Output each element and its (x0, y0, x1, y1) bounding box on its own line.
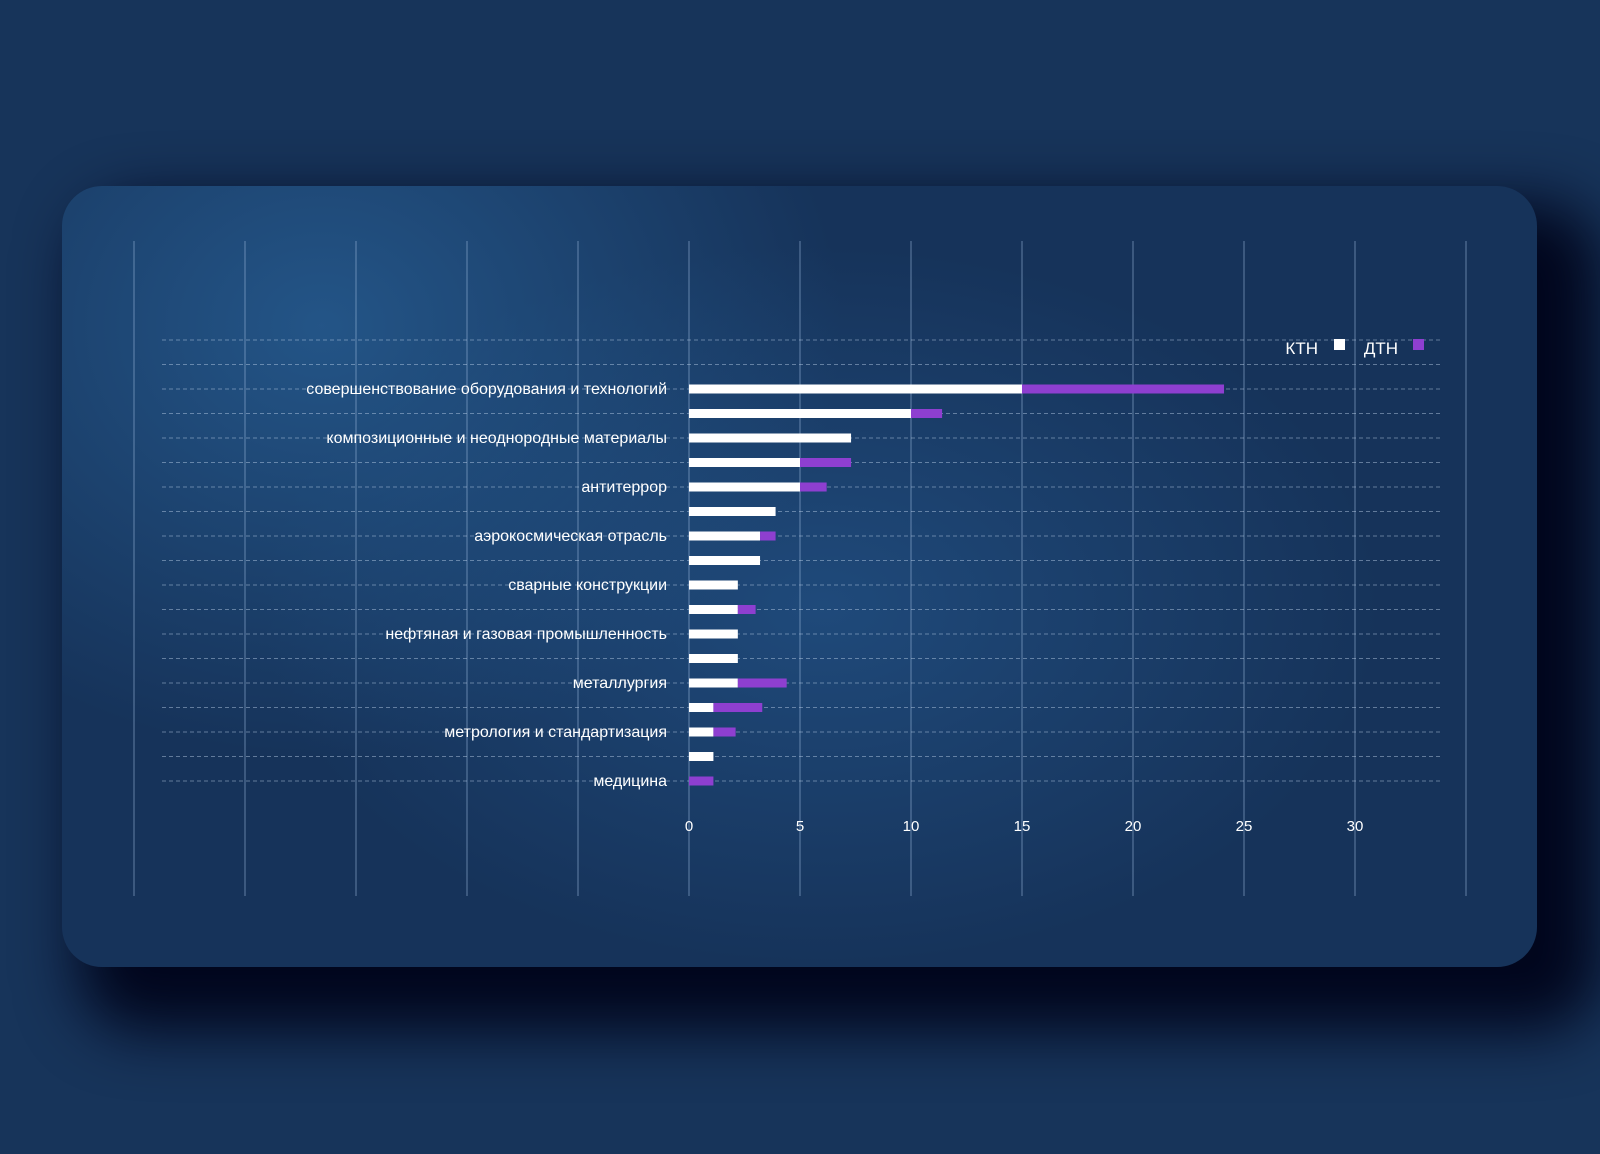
bar-dth (800, 482, 827, 492)
legend-label-kth: КТН (1285, 339, 1318, 358)
bar-kth (689, 384, 1022, 394)
category-label: нефтяная и газовая промышленность (385, 626, 667, 643)
bar-dth (911, 409, 943, 418)
chart: совершенствование оборудования и техноло… (133, 241, 1467, 896)
bar-kth (689, 409, 911, 418)
bar-kth (689, 580, 738, 590)
bar-dth (800, 458, 852, 467)
bars (689, 384, 1225, 786)
category-label: метрология и стандартизация (444, 724, 667, 741)
category-label: антитеррор (581, 479, 667, 496)
horizontal-gridlines (162, 339, 1442, 782)
bar-kth (689, 531, 761, 541)
x-tick-label: 25 (1236, 818, 1253, 835)
category-label: композиционные и неоднородные материалы (326, 430, 667, 447)
category-label: сварные конструкции (508, 577, 667, 594)
bar-kth (689, 507, 776, 516)
bar-dth (1022, 384, 1225, 394)
x-tick-label: 5 (796, 818, 804, 835)
bar-dth (737, 678, 787, 688)
bar-kth (689, 433, 852, 443)
bar-kth (689, 727, 714, 737)
bar-dth (713, 703, 763, 712)
legend: КТН ДТН (1285, 339, 1424, 358)
chart-card: совершенствование оборудования и техноло… (62, 186, 1537, 967)
bar-kth (689, 678, 738, 688)
bar-kth (689, 458, 800, 467)
bar-kth (689, 482, 800, 492)
legend-swatch-kth (1334, 339, 1345, 350)
category-label: медицина (593, 773, 667, 790)
category-label: аэрокосмическая отрасль (474, 528, 667, 545)
category-labels: совершенствование оборудования и техноло… (306, 381, 667, 790)
bar-kth (689, 556, 761, 565)
bar-dth (737, 605, 756, 614)
x-tick-label: 0 (685, 818, 693, 835)
legend-label-dth: ДТН (1364, 339, 1398, 358)
bar-kth (689, 605, 738, 614)
bar-dth (689, 776, 714, 786)
bar-kth (689, 752, 714, 761)
legend-swatch-dth (1413, 339, 1424, 350)
bar-dth (713, 727, 736, 737)
x-tick-label: 20 (1125, 818, 1142, 835)
x-tick-label: 10 (903, 818, 920, 835)
bar-kth (689, 629, 738, 639)
vertical-gridlines (133, 241, 1467, 896)
bar-kth (689, 654, 738, 663)
x-tick-label: 15 (1014, 818, 1031, 835)
x-tick-label: 30 (1347, 818, 1364, 835)
bar-kth (689, 703, 714, 712)
category-label: металлургия (573, 675, 667, 692)
bar-dth (760, 531, 776, 541)
x-tick-labels: 0 5 10 15 20 25 30 (685, 818, 1364, 835)
category-label: совершенствование оборудования и техноло… (306, 381, 667, 398)
